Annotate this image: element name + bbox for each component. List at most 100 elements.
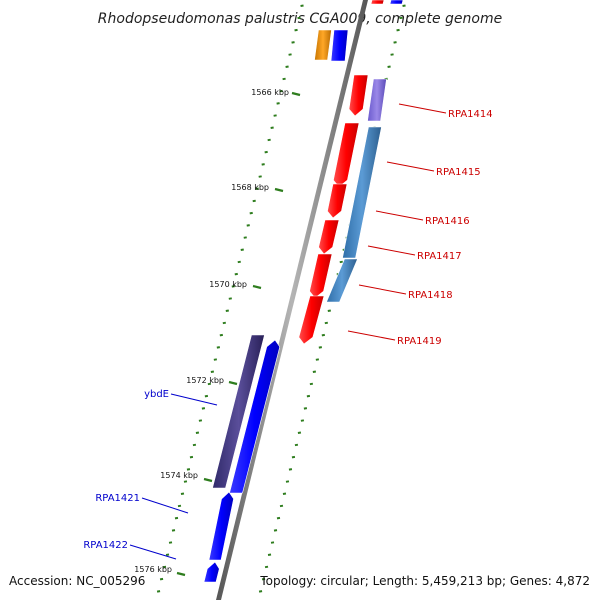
kbp-label: 1570 kbp	[209, 280, 247, 289]
tick-mark	[198, 419, 203, 422]
tick-mark	[291, 41, 295, 44]
tick-mark	[258, 590, 263, 593]
major-tick-mark	[291, 91, 301, 97]
tick-mark	[279, 89, 283, 93]
gene-arrow-top-blue	[389, 0, 404, 5]
tick-mark	[216, 346, 221, 349]
tick-mark	[267, 553, 272, 556]
tick-mark	[243, 236, 247, 239]
gene-arrow-orange	[314, 29, 332, 61]
tick-mark	[396, 28, 400, 32]
tick-mark	[318, 346, 323, 349]
tick-mark	[315, 358, 320, 361]
tick-mark	[246, 224, 250, 227]
gene-arrow-rpa1422	[203, 561, 220, 583]
tick-mark	[234, 272, 238, 276]
kbp-label: 1572 kbp	[186, 376, 224, 385]
tick-mark	[291, 455, 296, 459]
tick-mark	[183, 480, 188, 483]
tick-mark	[201, 407, 206, 410]
tick-mark	[156, 590, 161, 593]
tick-mark	[210, 370, 215, 373]
tick-mark	[171, 529, 176, 532]
tick-mark	[294, 443, 299, 447]
tick-mark	[300, 4, 304, 7]
tick-mark	[240, 248, 244, 251]
tick-mark	[294, 28, 298, 32]
gene-arrow-blue-long	[229, 339, 281, 494]
tick-mark	[162, 565, 167, 569]
gene-arrow-rpa1419	[298, 295, 325, 345]
major-tick-mark	[274, 187, 284, 193]
tick-mark	[276, 516, 281, 520]
tick-mark	[204, 394, 209, 398]
tick-mark	[168, 541, 173, 544]
tick-mark	[180, 492, 185, 495]
tick-mark	[192, 443, 197, 447]
leader-line	[367, 245, 416, 256]
tick-mark	[231, 285, 235, 288]
gene-label-rpa1417: RPA1417	[417, 251, 462, 262]
tick-mark	[189, 455, 194, 459]
kbp-label: 1568 kbp	[231, 183, 269, 192]
leader-line	[170, 393, 218, 406]
tick-mark	[165, 553, 170, 556]
tick-mark	[222, 321, 226, 325]
tick-mark	[177, 504, 182, 508]
gene-label-rpa1416: RPA1416	[425, 216, 470, 227]
tick-mark	[219, 333, 223, 337]
tick-mark	[297, 16, 301, 20]
gene-arrow-rpa1418	[309, 253, 333, 299]
tick-mark	[306, 394, 311, 398]
tick-mark	[387, 65, 391, 68]
genome-backbone	[216, 0, 368, 600]
tick-mark	[270, 541, 275, 544]
tick-mark	[300, 419, 305, 422]
kbp-label: 1576 kbp	[134, 565, 172, 574]
topology-text: Topology: circular; Length: 5,459,213 bp…	[260, 574, 590, 588]
tick-mark	[285, 65, 289, 68]
tick-mark	[207, 382, 212, 386]
tick-mark	[390, 53, 394, 56]
gene-labels: RPA1414 RPA1415 RPA1416 RPA1417 RPA1418 …	[83, 109, 492, 551]
gene-label-rpa1419: RPA1419	[397, 336, 442, 347]
tick-mark	[297, 431, 302, 434]
tick-mark	[309, 382, 314, 386]
gene-arrow-rpa1421	[208, 491, 234, 561]
tick-mark	[402, 4, 406, 7]
tick-mark	[252, 199, 256, 203]
tick-mark	[288, 53, 292, 56]
tick-mark	[237, 260, 241, 264]
gene-arrow-rpa1415	[333, 122, 360, 188]
major-tick-mark	[252, 284, 262, 290]
tick-mark	[303, 407, 308, 410]
tick-mark	[276, 102, 280, 105]
leader-line	[398, 103, 447, 114]
tick-mark	[249, 211, 253, 215]
leader-line	[347, 330, 396, 341]
tick-track-left	[156, 4, 304, 593]
tick-mark	[327, 309, 331, 312]
gene-label-rpa1414: RPA1414	[448, 109, 493, 120]
leader-line	[358, 284, 407, 295]
tick-mark	[279, 504, 284, 508]
tick-mark	[282, 77, 286, 81]
gene-label-rpa1415: RPA1415	[436, 167, 481, 178]
gene-arrow-steel-lower	[326, 258, 358, 303]
tick-mark	[321, 333, 325, 337]
tick-mark	[393, 41, 397, 44]
label-leader-lines	[129, 103, 447, 560]
accession-text: Accession: NC_005296	[9, 574, 146, 588]
tick-mark	[261, 577, 266, 581]
gene-label-rpa1421: RPA1421	[95, 493, 140, 504]
tick-mark	[264, 150, 268, 154]
tick-mark	[285, 480, 290, 483]
kbp-label: 1566 kbp	[251, 88, 289, 97]
tick-mark	[270, 126, 274, 129]
tick-mark	[261, 163, 265, 166]
tick-mark	[174, 516, 179, 520]
tick-mark	[324, 321, 328, 325]
tick-mark	[225, 309, 229, 312]
gene-arrow-top-red	[370, 0, 385, 5]
